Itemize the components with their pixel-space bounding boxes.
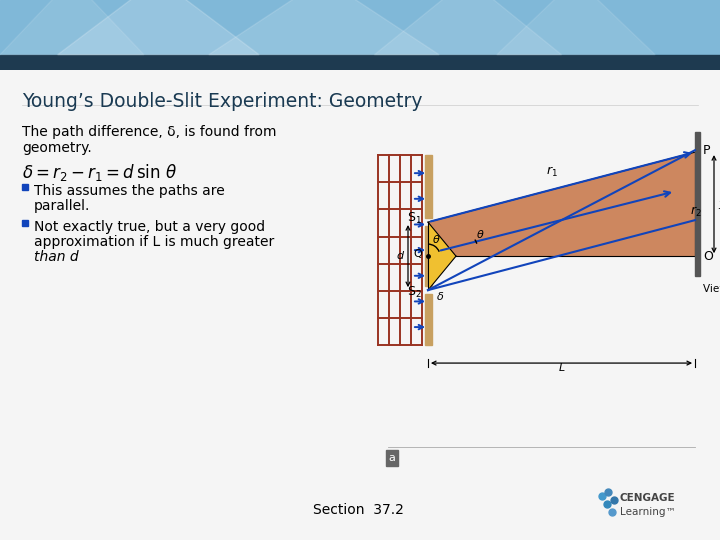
Polygon shape	[209, 0, 439, 55]
Text: O: O	[703, 249, 713, 262]
Text: Not exactly true, but a very good: Not exactly true, but a very good	[34, 220, 265, 234]
Text: Learning™: Learning™	[620, 507, 676, 517]
Text: $\theta$: $\theta$	[432, 233, 441, 245]
Polygon shape	[0, 0, 144, 55]
Bar	[22, 220, 28, 226]
Bar	[425, 226, 431, 286]
Text: approximation if L is much greater: approximation if L is much greater	[34, 235, 274, 249]
Text: $\theta$: $\theta$	[476, 228, 485, 240]
Text: Young’s Double-Slit Experiment: Geometry: Young’s Double-Slit Experiment: Geometry	[22, 92, 423, 111]
Text: y: y	[718, 199, 720, 209]
Text: L: L	[559, 363, 564, 373]
Polygon shape	[497, 0, 655, 55]
Text: Viewing screen: Viewing screen	[703, 284, 720, 294]
Polygon shape	[428, 222, 456, 290]
Text: than d: than d	[34, 250, 78, 264]
Polygon shape	[428, 152, 695, 256]
Bar	[425, 155, 431, 218]
Bar	[425, 294, 431, 345]
Text: $\delta = r_2 - r_1 = d\,\sin\,\theta$: $\delta = r_2 - r_1 = d\,\sin\,\theta$	[22, 162, 177, 183]
Bar	[0, 0, 720, 55]
Bar	[22, 184, 28, 190]
Text: S$_1$: S$_1$	[407, 211, 421, 226]
Polygon shape	[374, 0, 562, 55]
Text: P: P	[703, 144, 711, 157]
Text: a: a	[389, 453, 395, 463]
Text: $r_1$: $r_1$	[546, 165, 557, 179]
Text: CENGAGE: CENGAGE	[620, 493, 675, 503]
Bar	[0, 55, 720, 70]
Text: The path difference, δ, is found from: The path difference, δ, is found from	[22, 125, 276, 139]
Text: S$_2$: S$_2$	[407, 285, 421, 300]
Text: $r_2$: $r_2$	[690, 205, 702, 219]
Text: $\delta$: $\delta$	[436, 290, 444, 302]
Text: Q: Q	[413, 249, 422, 259]
Text: Section  37.2: Section 37.2	[312, 503, 403, 517]
Text: geometry.: geometry.	[22, 141, 91, 155]
Polygon shape	[58, 0, 259, 55]
Text: This assumes the paths are: This assumes the paths are	[34, 184, 225, 198]
Text: d: d	[397, 251, 404, 261]
Text: parallel.: parallel.	[34, 199, 91, 213]
Bar	[695, 132, 700, 276]
